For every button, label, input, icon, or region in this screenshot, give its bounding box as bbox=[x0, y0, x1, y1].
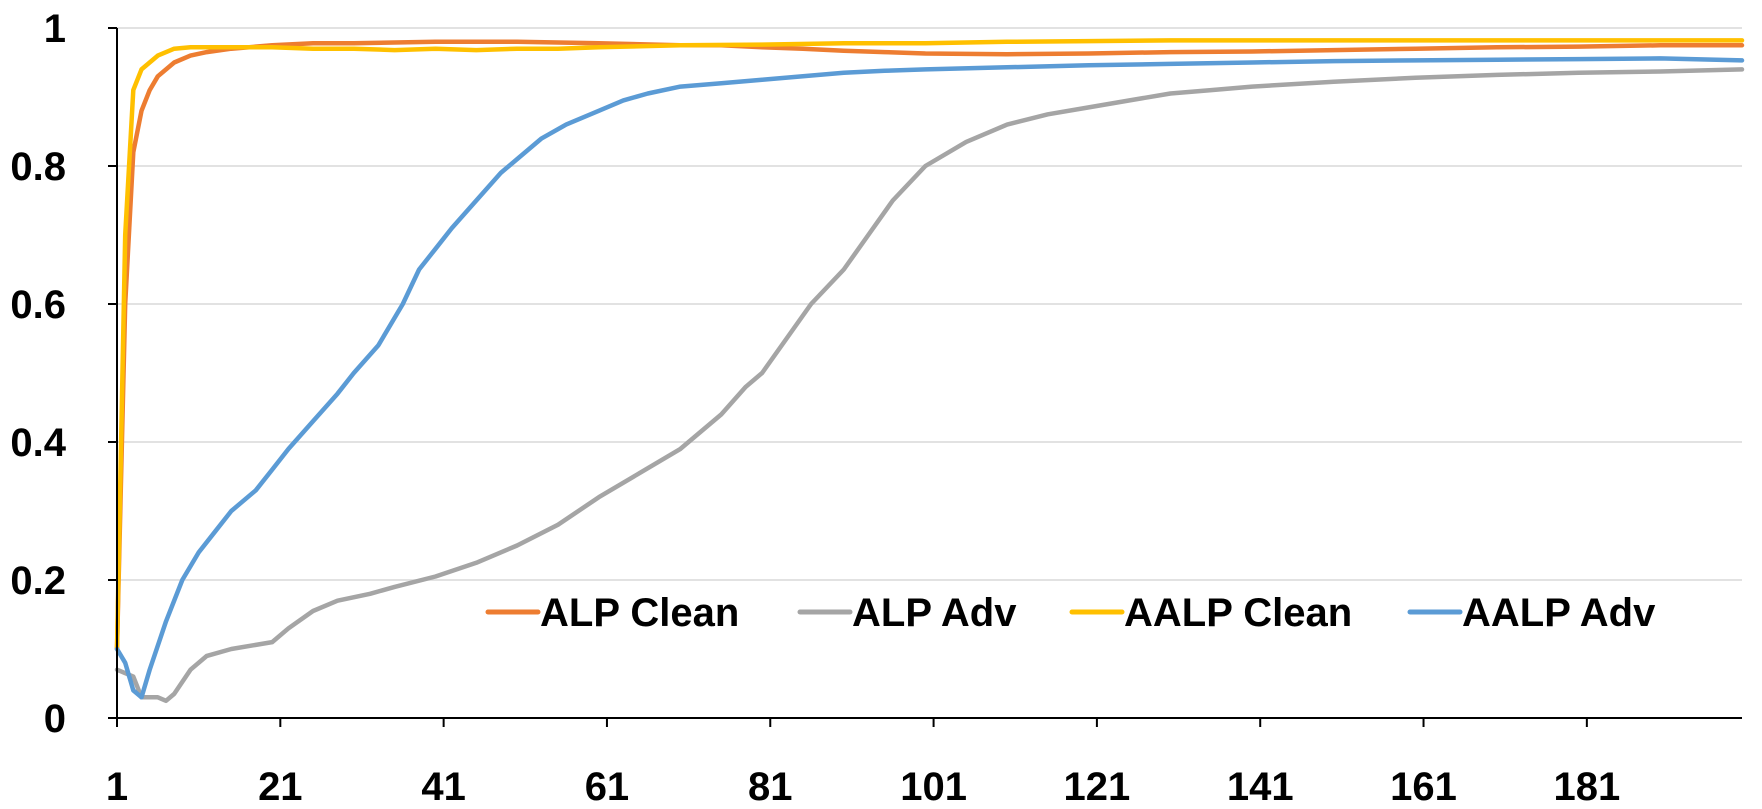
y-tick-label: 0 bbox=[44, 697, 66, 741]
series-lines bbox=[114, 38, 1745, 704]
x-tick-label: 41 bbox=[421, 765, 466, 809]
series-line-aalp-clean bbox=[114, 38, 1745, 652]
x-tick-label: 161 bbox=[1390, 765, 1457, 809]
legend-label-alp-clean: ALP Clean bbox=[540, 591, 739, 635]
y-axis-ticks: 0 0.2 0.4 0.6 0.8 1 bbox=[10, 7, 117, 741]
x-tick-label: 141 bbox=[1227, 765, 1294, 809]
y-tick-label: 0.6 bbox=[10, 283, 66, 327]
series-line-alp-adv bbox=[114, 67, 1745, 704]
series-line-aalp-adv bbox=[114, 56, 1745, 700]
x-tick-label: 181 bbox=[1553, 765, 1620, 809]
gridlines bbox=[117, 27, 1742, 581]
x-tick-label: 61 bbox=[585, 765, 630, 809]
y-tick-label: 0.2 bbox=[10, 559, 66, 603]
legend: ALP Clean ALP Adv AALP Clean AALP Adv bbox=[485, 591, 1656, 635]
y-tick-label: 1 bbox=[44, 7, 66, 51]
x-tick-label: 1 bbox=[106, 765, 128, 809]
y-tick-label: 0.8 bbox=[10, 145, 66, 189]
y-tick-label: 0.4 bbox=[10, 421, 66, 465]
legend-label-aalp-adv: AALP Adv bbox=[1462, 591, 1656, 635]
x-tick-label: 21 bbox=[258, 765, 303, 809]
x-tick-label: 101 bbox=[900, 765, 967, 809]
x-tick-label: 121 bbox=[1064, 765, 1131, 809]
x-tick-label: 81 bbox=[748, 765, 793, 809]
x-axis-ticks: 1 21 41 61 81 101 121 141 161 181 bbox=[106, 718, 1620, 809]
legend-label-aalp-clean: AALP Clean bbox=[1124, 591, 1352, 635]
legend-label-alp-adv: ALP Adv bbox=[852, 591, 1017, 635]
series-line-alp-clean bbox=[114, 39, 1745, 652]
axes bbox=[116, 28, 1742, 719]
